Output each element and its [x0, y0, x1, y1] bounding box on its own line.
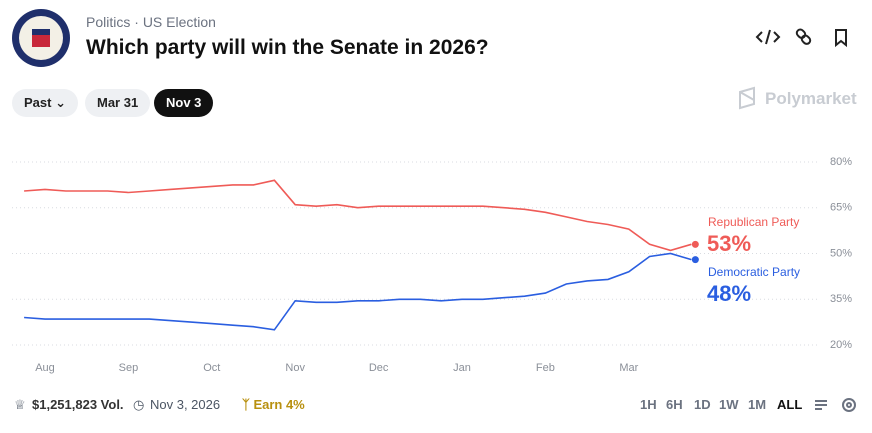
filter-label: Past — [24, 95, 52, 110]
range-button[interactable]: 1D — [694, 397, 711, 412]
link-icon[interactable] — [795, 28, 812, 45]
value-label: 53% — [707, 231, 751, 256]
settings-icon[interactable] — [842, 398, 856, 412]
trophy-icon: ♕ — [14, 397, 26, 412]
series-name: Republican Party — [708, 215, 799, 229]
x-tick-label: Aug — [35, 362, 55, 374]
logo — [12, 9, 70, 67]
y-tick-label: 50% — [830, 247, 852, 259]
end-point — [691, 240, 699, 248]
value-label: 48% — [707, 281, 751, 306]
end-point — [691, 256, 699, 264]
brand-logo — [739, 86, 755, 110]
series-line — [24, 179, 692, 252]
reward-label: Earn 4% — [253, 397, 305, 412]
range-button[interactable]: 1M — [748, 397, 767, 412]
filter-button[interactable]: Mar 31 — [85, 89, 151, 117]
brand: Polymarket — [765, 89, 857, 108]
embed-icon[interactable] — [755, 29, 781, 45]
volume: $1,251,823 Vol. — [32, 397, 124, 412]
x-tick-label: Mar — [619, 362, 638, 374]
series-line — [24, 252, 692, 331]
bookmark-icon[interactable] — [835, 29, 847, 48]
range-button[interactable]: ALL — [777, 397, 803, 412]
end-date: Nov 3, 2026 — [150, 397, 221, 412]
breadcrumb: Politics · US Election — [86, 14, 216, 30]
x-tick-label: Oct — [203, 362, 220, 374]
x-tick-label: Feb — [536, 362, 555, 374]
sprout-icon: ᛉ — [242, 397, 250, 412]
x-tick-label: Nov — [285, 362, 305, 374]
clock-icon: ◷ — [133, 397, 145, 412]
list-icon[interactable] — [815, 400, 827, 410]
filter-button[interactable]: Past ⌄ — [12, 89, 78, 117]
x-tick-label: Sep — [119, 362, 139, 374]
range-button[interactable]: 1W — [719, 397, 739, 412]
range-button[interactable]: 1H — [640, 397, 657, 412]
title: Which party will win the Senate in 2026? — [86, 36, 489, 59]
x-tick-label: Dec — [369, 362, 389, 374]
breadcrumb-item[interactable]: Politics — [86, 14, 131, 30]
y-tick-label: 65% — [830, 202, 852, 214]
breadcrumb-item[interactable]: US Election — [142, 14, 216, 30]
y-tick-label: 35% — [830, 293, 852, 305]
y-tick-label: 20% — [830, 339, 852, 351]
reward[interactable]: ᛉ Earn 4% — [242, 397, 305, 412]
series-name: Democratic Party — [708, 265, 800, 279]
range-button[interactable]: 6H — [666, 397, 683, 412]
x-tick-label: Jan — [453, 362, 471, 374]
filter-button[interactable]: Nov 3 — [154, 89, 214, 117]
y-tick-label: 80% — [830, 156, 852, 168]
